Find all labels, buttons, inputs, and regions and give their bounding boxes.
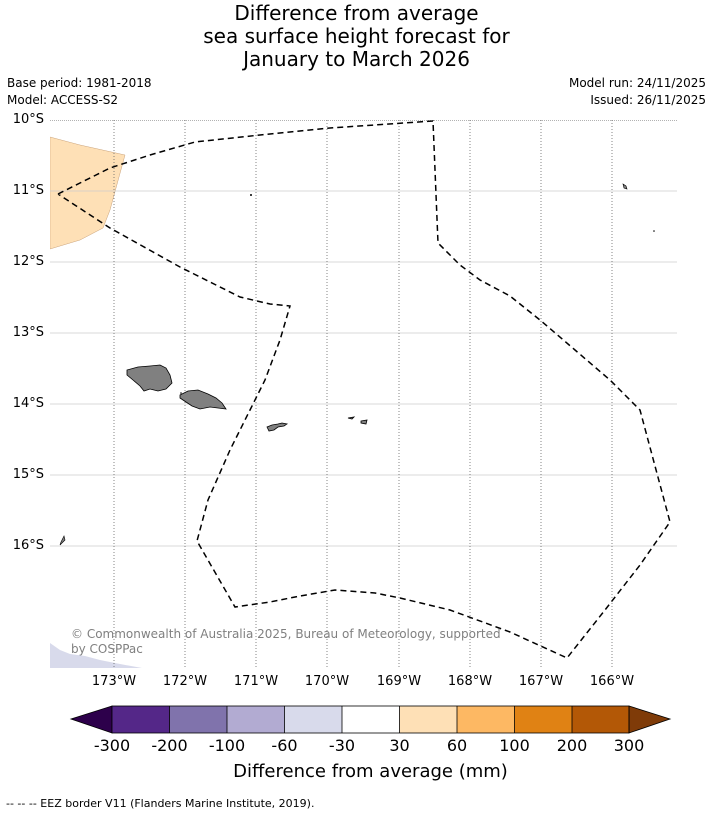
colorbar-max-extension	[628, 705, 672, 734]
colorbar-segment-7	[457, 706, 515, 733]
colorbar-tick-4: -30	[328, 736, 356, 755]
small-islet-3	[653, 230, 655, 232]
colorbar-tick-3: -60	[271, 736, 298, 755]
colorbar-segment-8	[514, 706, 572, 733]
model-run: Model run: 24/11/2025	[568, 76, 706, 90]
colorbar-segment-3	[227, 706, 285, 733]
copyright-credit: © Commonwealth of Australia 2025, Bureau…	[71, 627, 501, 656]
eez-legend-footer: -- -- -- EEZ border V11 (Flanders Marine…	[6, 797, 315, 810]
base-period: Base period: 1981-2018	[7, 76, 152, 90]
lat-label-10s: 10°S	[12, 112, 44, 127]
issued-date: Issued: 26/11/2025	[590, 93, 706, 107]
colorbar-min-extension	[69, 705, 113, 734]
colorbar-tick-8: 200	[556, 736, 588, 755]
colorbar-segment-5	[342, 706, 400, 733]
colorbar-tick-5: 30	[389, 736, 410, 755]
lat-label-11s: 11°S	[12, 183, 44, 198]
small-islet-4	[59, 535, 66, 546]
upolu-island	[179, 389, 227, 410]
colorbar-tick-2: -100	[208, 736, 246, 755]
lon-label-170w: 170°W	[304, 674, 350, 689]
colorbar-segment-9	[572, 706, 629, 733]
lon-label-169w: 169°W	[376, 674, 422, 689]
colorbar-tick-6: 60	[446, 736, 468, 755]
anomaly-region-negative	[50, 643, 142, 668]
colorbar-tick-7: 100	[499, 736, 530, 755]
colorbar-label: Difference from average (mm)	[233, 761, 508, 782]
colorbar-segment-1	[112, 706, 170, 733]
lon-label-173w: 173°W	[91, 674, 137, 689]
small-islet-5	[180, 392, 182, 394]
lon-label-168w: 168°W	[447, 674, 493, 689]
lat-label-12s: 12°S	[12, 254, 44, 269]
savaii-island	[126, 364, 173, 392]
small-islet-2	[622, 183, 628, 190]
model-name: Model: ACCESS-S2	[7, 93, 119, 107]
manua-islet-1	[347, 416, 356, 420]
lon-label-166w: 166°W	[589, 674, 635, 689]
lat-label-15s: 15°S	[12, 467, 44, 482]
tutuila-island	[266, 422, 289, 432]
manua-islet-2	[360, 419, 368, 425]
colorbar-tick-9: 300	[613, 736, 645, 755]
small-islet-1	[250, 194, 252, 196]
colorbar-segment-2	[169, 706, 227, 733]
anomaly-region-positive	[50, 136, 126, 250]
lat-gridlines	[50, 190, 677, 547]
lon-label-171w: 171°W	[233, 674, 279, 689]
eez-border-samoa	[57, 120, 671, 659]
lat-label-13s: 13°S	[12, 325, 44, 340]
lon-label-172w: 172°W	[162, 674, 208, 689]
lat-label-14s: 14°S	[12, 396, 44, 411]
lat-label-16s: 16°S	[12, 538, 44, 553]
colorbar-segment-4	[284, 706, 342, 733]
colorbar-tick-0: -300	[93, 736, 131, 755]
title-line-3: January to March 2026	[243, 47, 470, 71]
colorbar-segment-6	[399, 706, 457, 733]
colorbar-tick-1: -200	[151, 736, 188, 755]
lon-label-167w: 167°W	[518, 674, 564, 689]
title-line-2: sea surface height forecast for	[203, 24, 510, 48]
title-line-1: Difference from average	[234, 1, 479, 25]
colorbar	[69, 705, 672, 734]
